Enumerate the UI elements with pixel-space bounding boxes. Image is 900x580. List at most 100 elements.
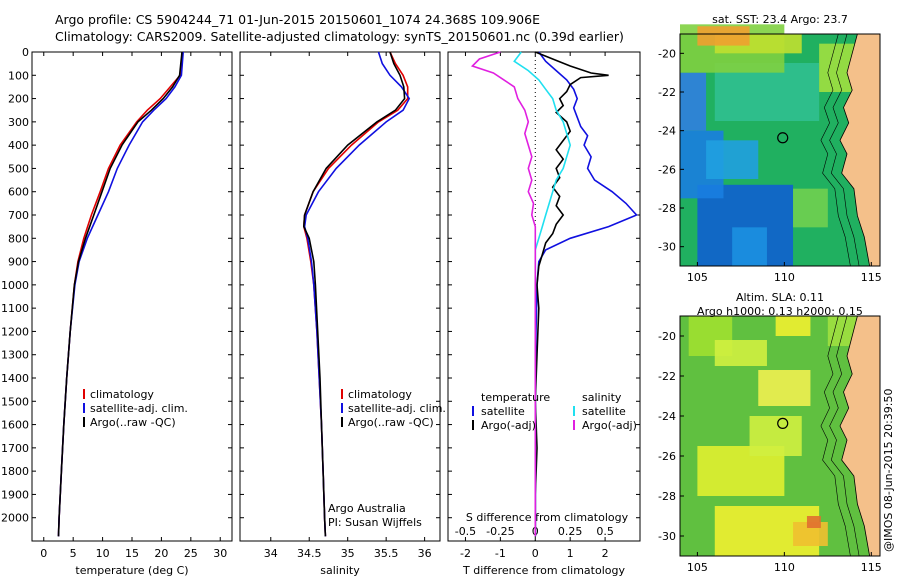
temperature-legend-label: climatology xyxy=(90,388,154,401)
sst-map-xtick-label: 110 xyxy=(774,271,795,284)
sst-map-color-patch xyxy=(793,188,828,228)
sst-map-land xyxy=(839,33,881,267)
depth-tick-label: 1900 xyxy=(1,488,29,501)
legend-temperature-title: temperature xyxy=(481,391,550,404)
difference-series-line xyxy=(534,51,638,537)
legend-salinity-title: salinity xyxy=(582,391,622,404)
sla-map-argo-marker xyxy=(777,417,789,429)
sla-map-ytick-label: -22 xyxy=(658,370,676,383)
sst-map-ytick-label: -22 xyxy=(658,86,676,99)
sst-map-color-patch xyxy=(732,227,767,266)
difference-legend-label: satellite xyxy=(481,405,525,418)
salinity-legend-label: climatology xyxy=(348,388,412,401)
difference-xtick-label: 0 xyxy=(532,547,539,560)
depth-tick-label: 400 xyxy=(8,139,29,152)
difference-xtick-label: 1 xyxy=(567,547,574,560)
sla-map-ytick-label: -30 xyxy=(658,530,676,543)
sla-map-color-patch xyxy=(758,370,811,406)
salinity-xtick-label: 36 xyxy=(418,547,432,560)
salinity-xtick-label: 34 xyxy=(264,547,278,560)
temperature-series-line xyxy=(57,51,183,537)
difference-s-tick-label: 0.5 xyxy=(596,525,614,538)
sla-map-frame xyxy=(679,315,881,557)
sla-map-color-patch xyxy=(806,516,821,528)
difference-series-line xyxy=(470,51,537,537)
sst-map-color-patch xyxy=(697,26,750,46)
difference-s-tick-label: 0.25 xyxy=(558,525,583,538)
sla-map-land xyxy=(839,315,881,557)
sla-map-ytick-label: -26 xyxy=(658,450,676,463)
salinity-series-line xyxy=(302,51,406,537)
salinity-xtick-label: 35 xyxy=(341,547,355,560)
sla-map-color-patch xyxy=(775,316,811,336)
sst-map-color-patch xyxy=(680,72,707,131)
salinity-annotation: PI: Susan Wijffels xyxy=(328,516,422,529)
temperature-xtick-label: 15 xyxy=(125,547,139,560)
temperature-xtick-label: 5 xyxy=(70,547,77,560)
difference-series-line xyxy=(534,51,609,537)
sla-map-xtick-label: 110 xyxy=(774,561,795,574)
sla-map-title: Altim. SLA: 0.11 xyxy=(735,291,825,304)
depth-tick-label: 1600 xyxy=(1,419,29,432)
sst-map-xtick-label: 105 xyxy=(687,271,708,284)
sst-map-title: sat. SST: 23.4 Argo: 23.7 xyxy=(712,13,848,26)
depth-tick-label: 300 xyxy=(8,116,29,129)
sla-map-subtitle: Argo h1000: 0.13 h2000: 0.15 xyxy=(697,305,863,318)
sst-map-ytick-label: -20 xyxy=(658,47,676,60)
sla-map-ytick-label: -24 xyxy=(658,410,676,423)
sla-map-color-patch xyxy=(714,340,767,366)
difference-s-xlabel: S difference from climatology xyxy=(466,511,629,524)
temperature-legend-label: Argo(..raw -QC) xyxy=(90,416,176,429)
temperature-xtick-label: 0 xyxy=(40,547,47,560)
depth-tick-label: 700 xyxy=(8,209,29,222)
depth-tick-label: 1700 xyxy=(1,442,29,455)
temperature-xtick-label: 20 xyxy=(154,547,168,560)
depth-tick-label: 200 xyxy=(8,93,29,106)
sst-map-isobath xyxy=(820,33,851,267)
depth-tick-label: 1800 xyxy=(1,465,29,478)
temperature-legend-label: satellite-adj. clim. xyxy=(90,402,188,415)
difference-s-tick-label: -0.25 xyxy=(486,525,514,538)
depth-tick-label: 1200 xyxy=(1,325,29,338)
depth-tick-label: 100 xyxy=(8,69,29,82)
salinity-legend-label: Argo(..raw -QC) xyxy=(348,416,434,429)
depth-tick-label: 1000 xyxy=(1,279,29,292)
depth-tick-label: 1300 xyxy=(1,349,29,362)
page-title-line2: Climatology: CARS2009. Satellite-adjuste… xyxy=(55,29,624,44)
depth-tick-label: 1400 xyxy=(1,372,29,385)
salinity-xlabel: salinity xyxy=(320,564,360,577)
sla-map-ytick-label: -20 xyxy=(658,330,676,343)
difference-legend-label: satellite xyxy=(582,405,626,418)
difference-legend-label: Argo(-adj) xyxy=(481,419,536,432)
temperature-xtick-label: 30 xyxy=(213,547,227,560)
temperature-xlabel: temperature (deg C) xyxy=(75,564,188,577)
temperature-xtick-label: 10 xyxy=(96,547,110,560)
sst-map-argo-marker xyxy=(777,132,789,144)
sst-map-ytick-label: -26 xyxy=(658,163,676,176)
salinity-xtick-label: 35.5 xyxy=(374,547,399,560)
difference-s-tick-label: -0.5 xyxy=(455,525,476,538)
depth-tick-label: 1100 xyxy=(1,302,29,315)
difference-legend-label: Argo(-adj) xyxy=(582,419,637,432)
sst-map-ytick-label: -30 xyxy=(658,241,676,254)
depth-tick-label: 0 xyxy=(22,46,29,59)
sla-map-isobath xyxy=(820,315,851,557)
depth-tick-label: 600 xyxy=(8,186,29,199)
salinity-frame xyxy=(239,51,441,542)
imos-credit: @IMOS 08-Jun-2015 20:39:50 xyxy=(882,388,895,552)
sst-map-isobath xyxy=(829,33,860,267)
salinity-series-line xyxy=(303,51,411,537)
sla-map-isobath xyxy=(829,315,860,557)
salinity-series-line xyxy=(302,51,409,537)
depth-tick-label: 800 xyxy=(8,232,29,245)
difference-frame xyxy=(447,51,641,542)
temperature-series-line xyxy=(57,51,184,537)
page-title-line1: Argo profile: CS 5904244_71 01-Jun-2015 … xyxy=(55,12,540,27)
sla-map-xtick-label: 105 xyxy=(687,561,708,574)
salinity-legend-label: satellite-adj. clim. xyxy=(348,402,446,415)
sst-map-frame xyxy=(679,33,881,267)
sst-map-ytick-label: -24 xyxy=(658,125,676,138)
difference-xtick-label: -2 xyxy=(460,547,471,560)
depth-tick-label: 2000 xyxy=(1,512,29,525)
